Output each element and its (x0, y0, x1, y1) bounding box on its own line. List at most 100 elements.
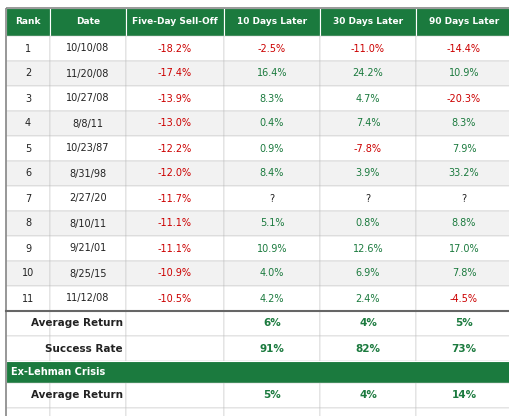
Text: 3.9%: 3.9% (355, 168, 379, 178)
Bar (6, 136, 50, 161)
Text: 8/31/98: 8/31/98 (69, 168, 106, 178)
Bar (223, 136, 319, 161)
Bar (415, 61, 509, 86)
Bar (415, 383, 509, 408)
Text: ?: ? (269, 193, 274, 203)
Bar (319, 161, 415, 186)
Text: 0.9%: 0.9% (259, 144, 284, 154)
Text: -12.0%: -12.0% (158, 168, 192, 178)
Bar (415, 261, 509, 286)
Bar (50, 111, 126, 136)
Bar (126, 36, 223, 61)
Text: 3: 3 (25, 94, 31, 104)
Bar (126, 336, 223, 361)
Bar (223, 236, 319, 261)
Text: 10.9%: 10.9% (256, 243, 287, 253)
Bar (319, 336, 415, 361)
Text: -10.5%: -10.5% (158, 294, 192, 304)
Bar (6, 61, 50, 86)
Bar (6, 211, 50, 236)
Bar (319, 408, 415, 416)
Bar (223, 383, 319, 408)
Bar (415, 311, 509, 336)
Bar (126, 61, 223, 86)
Text: -14.4%: -14.4% (446, 44, 480, 54)
Bar (319, 261, 415, 286)
Bar (126, 311, 223, 336)
Bar (223, 336, 319, 361)
Text: -13.0%: -13.0% (158, 119, 191, 129)
Text: 7.4%: 7.4% (355, 119, 380, 129)
Text: 24.2%: 24.2% (352, 69, 383, 79)
Bar (6, 311, 50, 336)
Text: 7.8%: 7.8% (451, 268, 475, 278)
Bar (126, 211, 223, 236)
Bar (6, 261, 50, 286)
Text: 90 Days Later: 90 Days Later (428, 17, 498, 27)
Bar (6, 111, 50, 136)
Bar (50, 286, 126, 311)
Bar (6, 361, 509, 383)
Text: 8.8%: 8.8% (451, 218, 475, 228)
Bar (223, 261, 319, 286)
Bar (50, 136, 126, 161)
Bar (223, 111, 319, 136)
Text: -4.5%: -4.5% (449, 294, 477, 304)
Text: 2/27/20: 2/27/20 (69, 193, 106, 203)
Text: 10 Days Later: 10 Days Later (237, 17, 306, 27)
Text: 17.0%: 17.0% (448, 243, 478, 253)
Bar (126, 136, 223, 161)
Text: -13.9%: -13.9% (158, 94, 191, 104)
Text: Ex-Lehman Crisis: Ex-Lehman Crisis (11, 367, 105, 377)
Bar (223, 311, 319, 336)
Text: Average Return: Average Return (31, 319, 123, 329)
Bar (6, 383, 50, 408)
Bar (223, 286, 319, 311)
Bar (319, 186, 415, 211)
Bar (415, 161, 509, 186)
Bar (319, 36, 415, 61)
Text: -2.5%: -2.5% (258, 44, 286, 54)
Bar (126, 86, 223, 111)
Bar (223, 408, 319, 416)
Text: 8.4%: 8.4% (259, 168, 284, 178)
Bar (223, 161, 319, 186)
Text: 14%: 14% (450, 391, 475, 401)
Bar (415, 211, 509, 236)
Text: 5.1%: 5.1% (259, 218, 284, 228)
Bar (50, 336, 126, 361)
Bar (223, 36, 319, 61)
Bar (319, 286, 415, 311)
Text: 30 Days Later: 30 Days Later (332, 17, 402, 27)
Bar (6, 286, 50, 311)
Bar (223, 61, 319, 86)
Text: 7: 7 (25, 193, 31, 203)
Bar (415, 86, 509, 111)
Text: -12.2%: -12.2% (158, 144, 192, 154)
Bar (126, 408, 223, 416)
Text: 2.4%: 2.4% (355, 294, 380, 304)
Text: 8.3%: 8.3% (451, 119, 475, 129)
Bar (126, 161, 223, 186)
Text: 91%: 91% (259, 344, 284, 354)
Bar (319, 86, 415, 111)
Bar (415, 111, 509, 136)
Bar (319, 136, 415, 161)
Text: 10/23/87: 10/23/87 (66, 144, 109, 154)
Text: Success Rate: Success Rate (45, 344, 123, 354)
Text: Rank: Rank (15, 17, 41, 27)
Text: ?: ? (365, 193, 370, 203)
Bar (50, 408, 126, 416)
Text: 8: 8 (25, 218, 31, 228)
Text: -20.3%: -20.3% (446, 94, 480, 104)
Bar (50, 86, 126, 111)
Bar (223, 186, 319, 211)
Text: 0.4%: 0.4% (259, 119, 284, 129)
Bar (319, 211, 415, 236)
Bar (126, 286, 223, 311)
Text: 7.9%: 7.9% (451, 144, 475, 154)
Text: -11.7%: -11.7% (158, 193, 192, 203)
Bar (319, 383, 415, 408)
Bar (6, 86, 50, 111)
Bar (50, 261, 126, 286)
